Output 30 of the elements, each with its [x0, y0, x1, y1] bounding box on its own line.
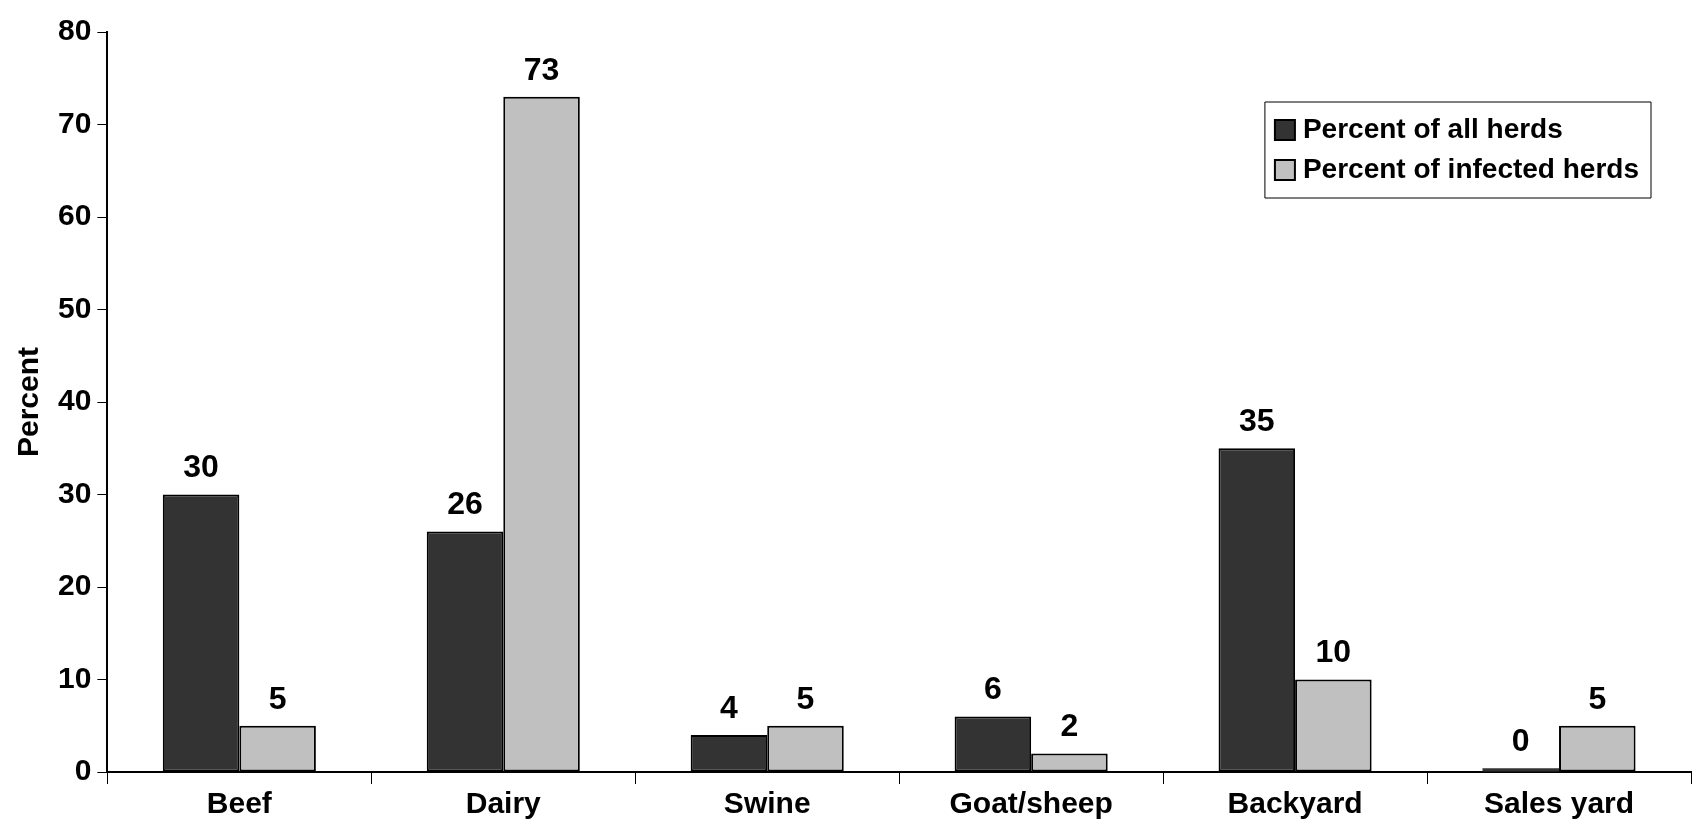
legend-label: Percent of infected herds [1302, 152, 1640, 184]
data-label: 0 [1511, 722, 1530, 759]
y-tick-label: 10 [57, 660, 92, 694]
data-label: 10 [1315, 633, 1352, 670]
y-tick-label: 30 [57, 475, 92, 509]
y-tick-label: 50 [57, 290, 92, 324]
x-tick-label: Backyard [1227, 786, 1363, 820]
data-label: 4 [720, 688, 739, 725]
data-label: 5 [1588, 679, 1607, 716]
x-tick-label: Goat/sheep [949, 786, 1113, 820]
data-label: 35 [1239, 402, 1275, 439]
x-tick-label: Sales yard [1483, 786, 1635, 820]
x-tick-label: Dairy [465, 786, 542, 820]
data-label: 2 [1060, 707, 1079, 744]
y-axis-title: Percent [11, 346, 45, 458]
data-label: 73 [523, 50, 560, 87]
x-tick-label: Beef [206, 786, 273, 820]
y-tick-label: 0 [74, 753, 92, 787]
y-tick-label: 70 [57, 105, 92, 139]
y-tick-label: 40 [57, 383, 92, 417]
data-label: 26 [447, 485, 483, 522]
y-tick-label: 60 [57, 198, 92, 232]
data-label: 5 [796, 679, 815, 716]
data-label: 5 [268, 679, 287, 716]
data-label: 30 [183, 448, 219, 485]
y-tick-label: 20 [57, 568, 92, 602]
legend-label: Percent of all herds [1302, 112, 1563, 144]
x-tick-label: Swine [723, 786, 811, 820]
data-label: 6 [983, 670, 1002, 707]
y-tick-label: 80 [57, 13, 92, 47]
